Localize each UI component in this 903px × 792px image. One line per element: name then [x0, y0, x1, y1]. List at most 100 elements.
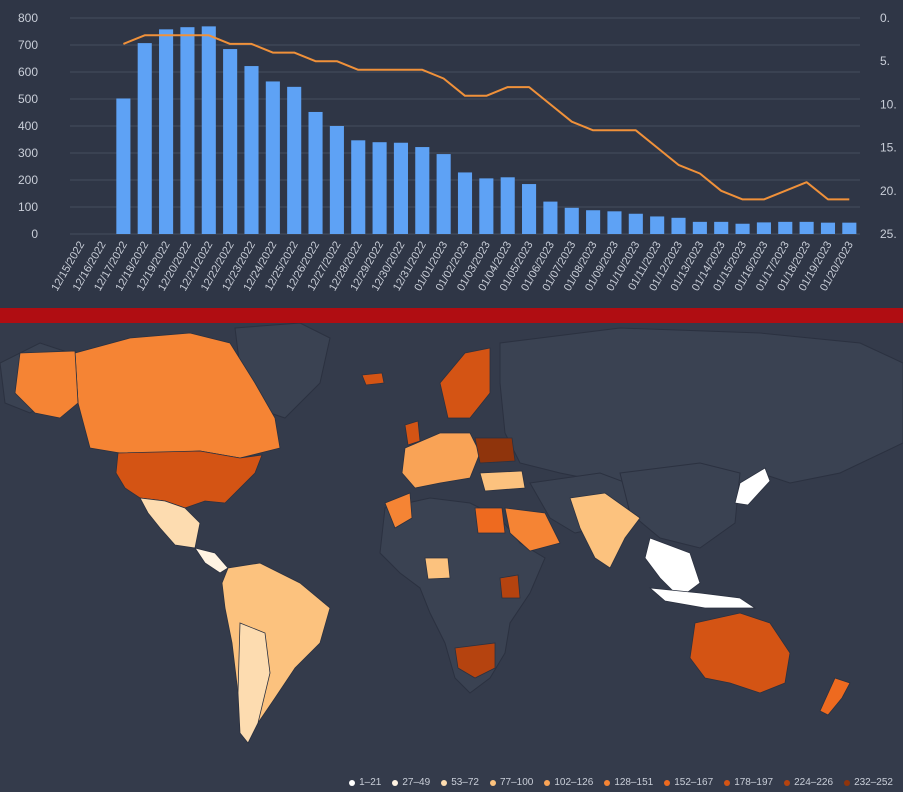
legend-swatch [664, 779, 671, 786]
legend-label: 77–100 [500, 777, 534, 788]
x-axis: 12/15/202212/16/202212/17/202212/18/2022… [49, 239, 856, 293]
bar [586, 210, 601, 234]
bar [671, 217, 686, 234]
y-tick-label: 700 [18, 38, 38, 52]
country-iceland [361, 372, 385, 386]
legend-label: 178–197 [734, 777, 774, 788]
legend-swatch [784, 779, 791, 786]
chart-panel: 0 100 200 300 400 500 600 700 800 0. 5. 10. 15. 20. 2… [0, 0, 903, 310]
bar [137, 43, 152, 234]
bar [564, 207, 579, 234]
legend-item: 178–197 [724, 777, 773, 788]
legend-label: 53–72 [451, 777, 479, 788]
y-tick-label: 500 [18, 92, 38, 106]
country-indonesia [648, 587, 757, 609]
bar [799, 221, 814, 234]
legend-swatch [604, 779, 611, 786]
bar [735, 223, 750, 234]
map-legend: 1–21 27–49 53–72 77–100 102–126 128–151 152–16… [349, 777, 893, 788]
legend-swatch [724, 779, 731, 786]
country-nigeria [424, 557, 451, 580]
map-svg [0, 323, 903, 744]
legend-item: 77–100 [490, 777, 533, 788]
bar [543, 201, 558, 234]
bar [287, 86, 302, 234]
bar [308, 111, 323, 234]
legend-item: 128–151 [604, 777, 653, 788]
rank-line [123, 34, 850, 201]
world-map: 1–21 27–49 53–72 77–100 102–126 128–151 152–16… [0, 323, 903, 792]
country-ukraine [474, 437, 516, 464]
y2-tick-label: 5. [880, 54, 890, 68]
bar [223, 49, 238, 234]
bar [820, 222, 836, 234]
country-canada [74, 332, 281, 459]
y2-tick-label: 0. [880, 11, 890, 25]
legend-item: 102–126 [544, 777, 593, 788]
bar [372, 142, 387, 234]
y2-tick-label: 20. [880, 184, 897, 198]
legend-item: 53–72 [441, 777, 479, 788]
bar [479, 178, 494, 234]
legend-label: 224–226 [794, 777, 834, 788]
y-tick-label: 600 [18, 65, 38, 79]
bar [457, 172, 473, 234]
bar [351, 140, 366, 234]
y-tick-label: 800 [18, 11, 38, 25]
country-north-africa [384, 492, 413, 529]
bar [778, 221, 793, 234]
country-saudi [504, 507, 561, 552]
y-tick-label: 0 [31, 227, 38, 241]
country-south-africa [454, 642, 496, 679]
legend-swatch [392, 779, 399, 786]
legend-swatch [490, 779, 496, 786]
grid-lines [70, 17, 860, 235]
bar-series [116, 26, 857, 235]
country-kenya [499, 574, 521, 599]
legend-item: 1–21 [349, 777, 381, 788]
legend-item: 224–226 [784, 777, 833, 788]
bar [265, 81, 280, 234]
legend-swatch [544, 779, 551, 786]
bar [329, 126, 344, 234]
country-egypt [474, 507, 506, 534]
bar [415, 147, 430, 234]
bar [500, 177, 515, 234]
country-alaska [14, 350, 79, 419]
bar [393, 142, 408, 234]
legend-label: 102–126 [554, 777, 594, 788]
section-divider [0, 308, 903, 323]
country-chile-argentina [237, 622, 271, 744]
line-series [123, 34, 850, 201]
bar [244, 66, 259, 234]
bar [607, 211, 622, 234]
bar [842, 222, 857, 234]
land-china [619, 462, 741, 549]
country-australia [689, 612, 791, 694]
bar [201, 26, 216, 235]
y-tick-label: 300 [18, 146, 38, 160]
country-europe-west [401, 432, 481, 489]
bar [692, 221, 707, 234]
country-india [569, 492, 641, 569]
legend-label: 128–151 [614, 777, 654, 788]
legend-item: 27–49 [392, 777, 430, 788]
bar [650, 216, 665, 234]
legend-swatch [441, 779, 448, 786]
rank-chart: 0 100 200 300 400 500 600 700 800 0. 5. 10. 15. 20. 2… [18, 11, 897, 293]
legend-swatch [844, 779, 851, 786]
country-uk [404, 420, 421, 446]
country-scandinavia [439, 347, 491, 419]
country-central-america [194, 547, 229, 574]
y-tick-label: 200 [18, 173, 38, 187]
bar [628, 213, 643, 234]
y-axis-right: 0. 5. 10. 15. 20. 25. [880, 11, 897, 241]
y2-tick-label: 25. [880, 227, 897, 241]
legend-label: 27–49 [402, 777, 431, 788]
legend-swatch [349, 779, 356, 786]
bar [159, 29, 174, 235]
bar [522, 184, 537, 234]
country-turkey [479, 470, 526, 492]
country-japan [734, 467, 771, 506]
legend-label: 232–252 [854, 777, 893, 788]
